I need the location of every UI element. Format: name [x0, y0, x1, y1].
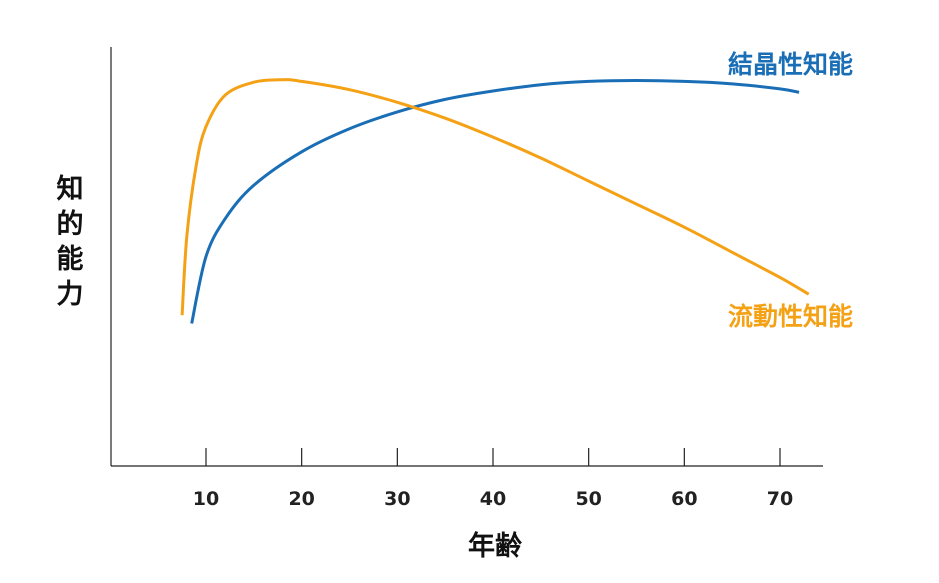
x-axis-title: 年齢 — [468, 530, 522, 562]
series-line-1 — [180, 78, 810, 316]
x-tick-label: 40 — [480, 488, 506, 510]
x-tick-label: 60 — [671, 488, 697, 510]
x-tick-label: 70 — [767, 488, 793, 510]
series-label-1: 流動性知能 — [728, 302, 853, 331]
y-axis-title: 知的能力 — [57, 174, 84, 310]
series-line-0 — [190, 78, 800, 324]
x-tick-label: 20 — [288, 488, 314, 510]
axes — [110, 47, 823, 467]
x-tick-label: 50 — [575, 488, 601, 510]
x-tick-label: 10 — [193, 488, 219, 510]
x-ticks: 10 20 30 40 50 60 70 — [193, 448, 793, 510]
series-label-0: 結晶性知能 — [728, 50, 853, 79]
series-lines — [180, 78, 810, 324]
x-tick-label: 30 — [384, 488, 410, 510]
